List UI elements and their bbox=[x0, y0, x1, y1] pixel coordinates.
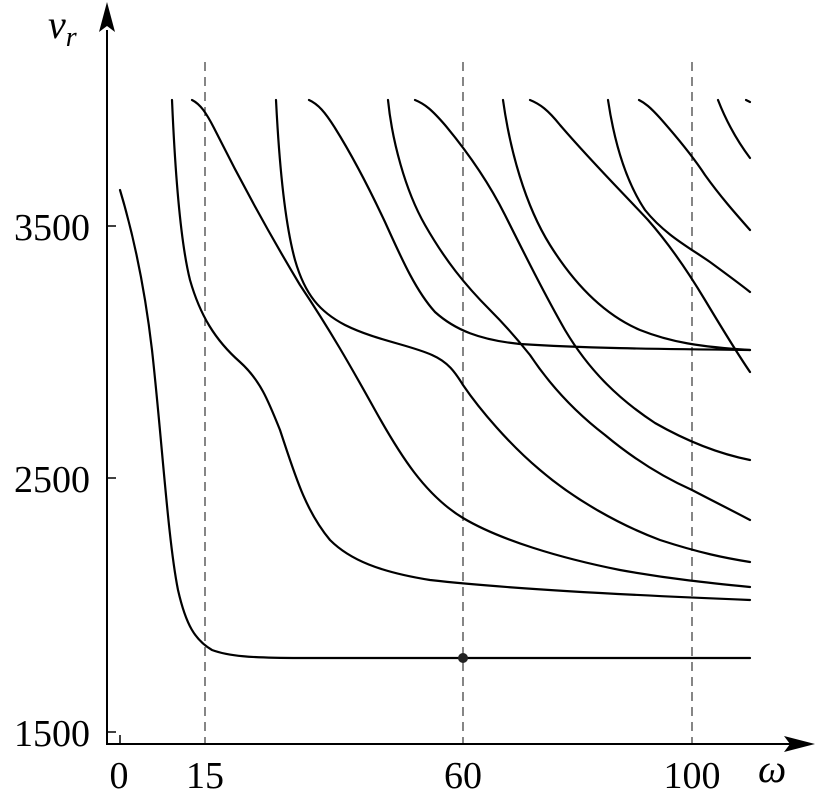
dispersion-curves bbox=[118, 98, 752, 660]
marked-point bbox=[458, 653, 468, 663]
curve-mode-10 bbox=[606, 98, 752, 294]
curve-mode-6 bbox=[386, 98, 752, 522]
reference-lines bbox=[204, 62, 693, 744]
curve-mode-2 bbox=[170, 98, 752, 602]
y-tick-label-1500: 1500 bbox=[14, 713, 90, 755]
curve-mode-3 bbox=[190, 98, 752, 589]
y-tick-labels: 3500 2500 1500 bbox=[14, 207, 90, 755]
curve-mode-1 bbox=[118, 188, 752, 660]
curve-mode-9 bbox=[528, 98, 752, 374]
x-tick-label-15: 15 bbox=[186, 755, 224, 794]
y-axis-label: vr bbox=[48, 2, 77, 53]
curve-mode-4 bbox=[274, 98, 752, 564]
x-tick-label-100: 100 bbox=[664, 755, 721, 794]
y-tick-label-2500: 2500 bbox=[14, 459, 90, 501]
curve-mode-5 bbox=[307, 98, 752, 352]
y-tick-label-3500: 3500 bbox=[14, 207, 90, 249]
curve-mode-11 bbox=[637, 98, 752, 232]
curve-mode-7 bbox=[413, 98, 752, 462]
x-tick-label-0: 0 bbox=[110, 755, 129, 794]
axes bbox=[99, 2, 815, 752]
curve-mode-8 bbox=[501, 98, 752, 352]
y-axis-arrow-icon bbox=[99, 2, 115, 32]
x-axis-arrow-icon bbox=[784, 736, 815, 752]
x-tick-label-60: 60 bbox=[444, 755, 482, 794]
x-tick-labels: 0 15 60 100 bbox=[110, 755, 721, 794]
x-axis-label: ω bbox=[758, 746, 786, 791]
curve-mode-13 bbox=[744, 98, 752, 104]
curve-mode-12 bbox=[716, 98, 752, 160]
